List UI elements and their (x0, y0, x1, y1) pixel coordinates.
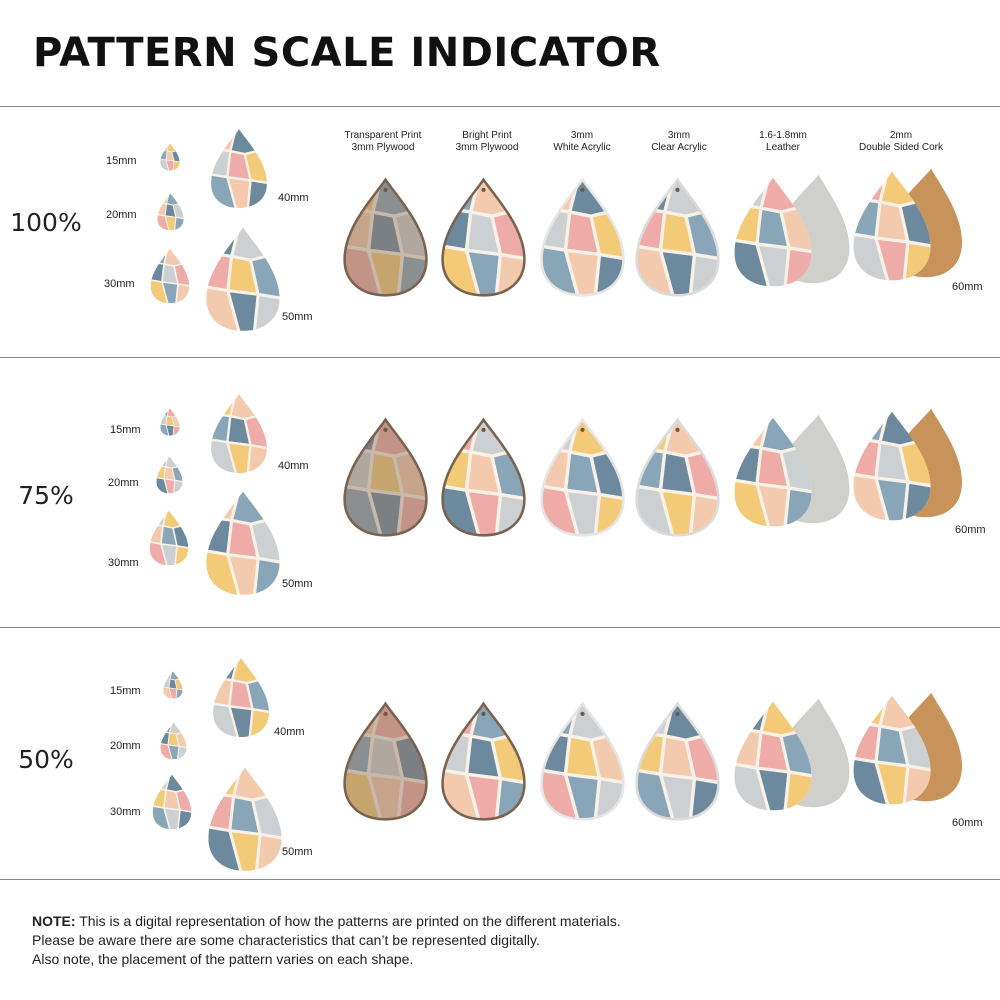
swatch-20mm (157, 193, 184, 231)
size-label-50mm: 50mm (282, 311, 313, 323)
divider (0, 357, 1000, 358)
size-label-30mm: 30mm (104, 278, 135, 290)
size-label-60mm: 60mm (952, 817, 983, 829)
page-title: PATTERN SCALE INDICATOR (33, 30, 661, 76)
swatch-30mm (149, 510, 189, 566)
size-label-30mm: 30mm (110, 806, 141, 818)
size-label-15mm: 15mm (106, 155, 137, 167)
size-label-50mm: 50mm (282, 846, 313, 858)
material-header-white-acrylic: 3mm White Acrylic (553, 130, 611, 153)
swatch-40mm (212, 657, 270, 738)
note-label: NOTE: (32, 913, 76, 929)
swatch-15mm (160, 143, 180, 171)
swatch-white-acrylic (540, 177, 625, 297)
swatch-bright-plywood (441, 417, 526, 537)
swatch-40mm (210, 393, 268, 474)
size-label-20mm: 20mm (110, 740, 141, 752)
size-label-50mm: 50mm (282, 578, 313, 590)
scale-label-100: 100% (10, 208, 82, 237)
note-line-2: Please be aware there are some character… (32, 932, 540, 948)
material-header-plywood-bright: Bright Print 3mm Plywood (455, 130, 519, 153)
swatch-30mm (152, 774, 192, 830)
swatch-cork (852, 168, 962, 282)
swatch-bright-plywood (441, 177, 526, 297)
size-label-40mm: 40mm (274, 726, 305, 738)
swatch-cork (852, 408, 962, 522)
swatch-50mm (207, 766, 283, 872)
swatch-white-acrylic (540, 417, 625, 537)
size-label-30mm: 30mm (108, 557, 139, 569)
swatch-50mm (205, 226, 281, 332)
swatch-15mm (163, 671, 183, 699)
swatch-white-acrylic (540, 701, 625, 821)
swatch-bright-plywood (441, 701, 526, 821)
scale-label-75: 75% (18, 481, 74, 510)
swatch-30mm (150, 248, 190, 304)
swatch-50mm (205, 490, 281, 596)
material-header-plywood-transparent: Transparent Print 3mm Plywood (344, 130, 422, 153)
size-label-40mm: 40mm (278, 460, 309, 472)
material-header-leather: 1.6-1.8mm Leather (759, 130, 807, 153)
size-label-60mm: 60mm (952, 281, 983, 293)
swatch-leather (733, 174, 850, 288)
swatch-clear-acrylic (635, 701, 720, 821)
swatch-transparent-plywood (343, 701, 428, 821)
size-label-20mm: 20mm (108, 477, 139, 489)
swatch-transparent-plywood (343, 417, 428, 537)
swatch-20mm (156, 456, 183, 494)
swatch-15mm (160, 408, 180, 436)
divider (0, 879, 1000, 880)
size-label-40mm: 40mm (278, 192, 309, 204)
swatch-cork (852, 692, 962, 806)
swatch-clear-acrylic (635, 177, 720, 297)
swatch-40mm (210, 128, 268, 209)
size-label-20mm: 20mm (106, 209, 137, 221)
size-label-15mm: 15mm (110, 685, 141, 697)
swatch-20mm (160, 722, 187, 760)
swatch-leather (733, 698, 850, 812)
divider (0, 627, 1000, 628)
scale-label-50: 50% (18, 745, 74, 774)
divider (0, 106, 1000, 107)
swatch-clear-acrylic (635, 417, 720, 537)
size-label-15mm: 15mm (110, 424, 141, 436)
swatch-transparent-plywood (343, 177, 428, 297)
note-line-1: This is a digital representation of how … (75, 913, 621, 929)
material-header-cork: 2mm Double Sided Cork (859, 130, 943, 153)
note-text: NOTE: This is a digital representation o… (32, 912, 972, 969)
size-label-60mm: 60mm (955, 524, 986, 536)
swatch-leather (733, 414, 850, 528)
note-line-3: Also note, the placement of the pattern … (32, 951, 414, 967)
material-header-clear-acrylic: 3mm Clear Acrylic (651, 130, 707, 153)
